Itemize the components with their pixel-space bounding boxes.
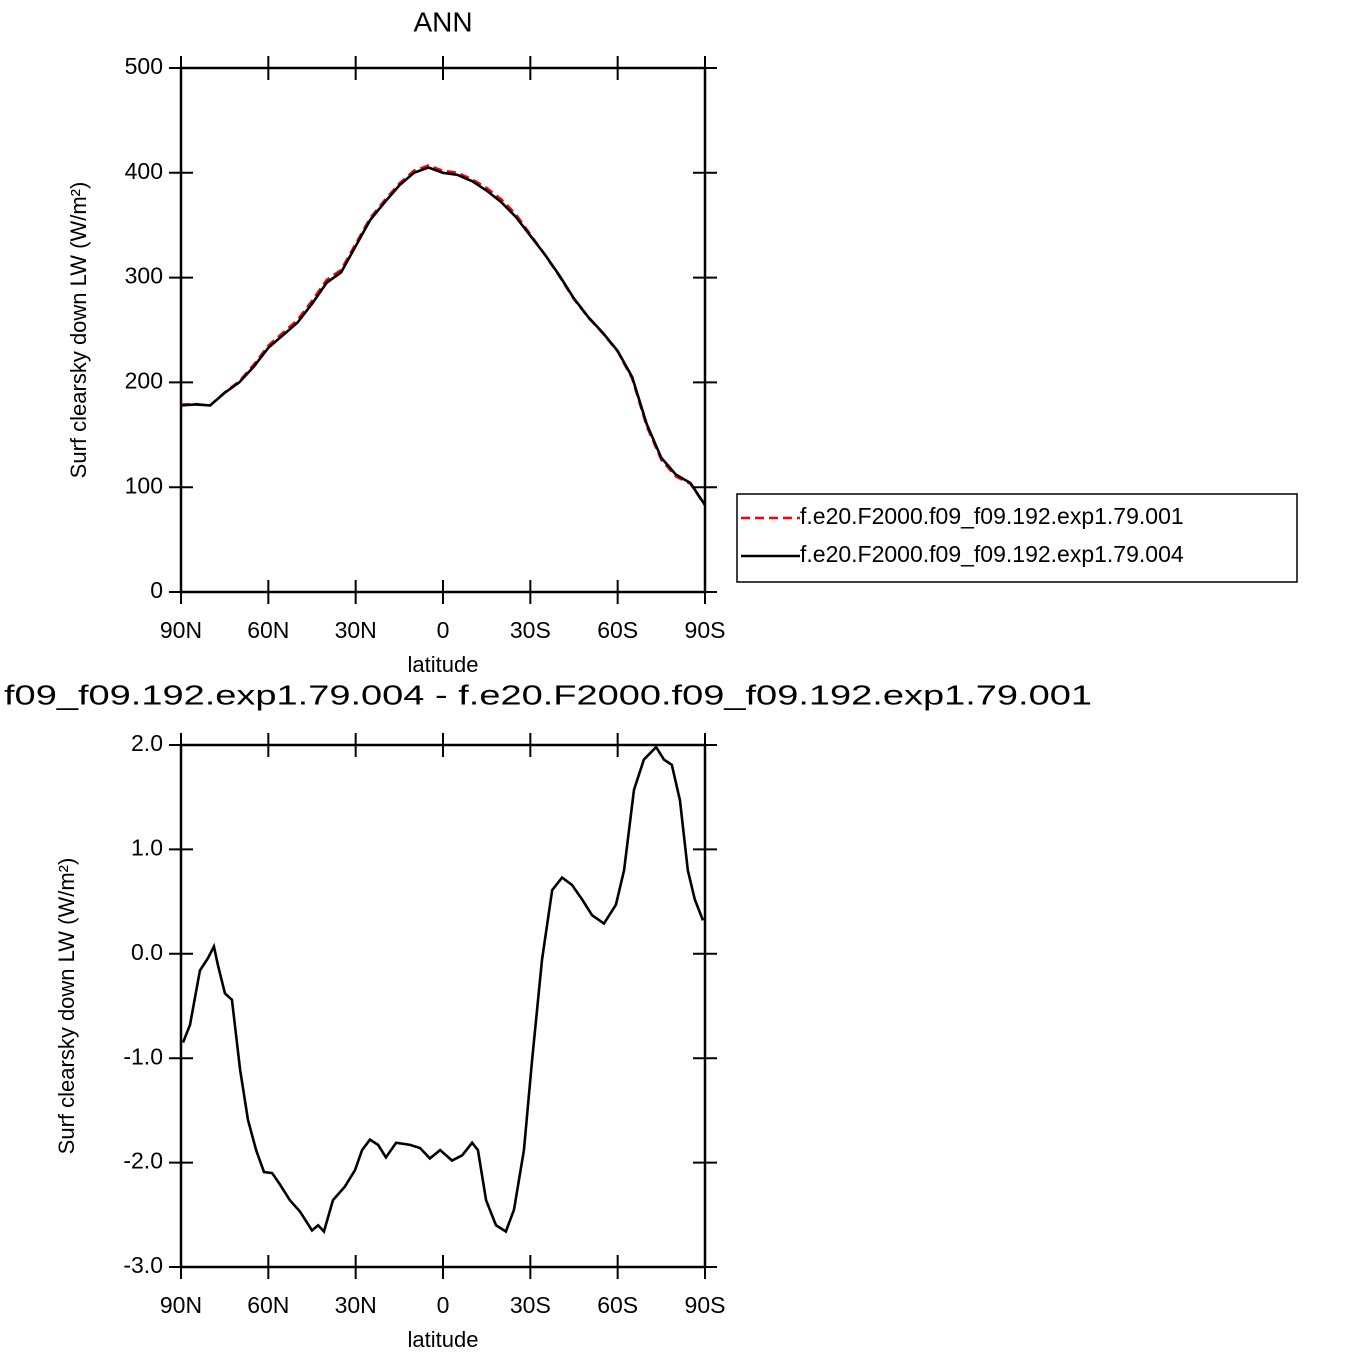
x-tick-label: 30S — [510, 1292, 551, 1318]
data-line — [180, 166, 707, 506]
y-tick-label: -3.0 — [123, 1252, 163, 1278]
y-tick-label: 0.0 — [131, 939, 163, 965]
legend-label: f.e20.F2000.f09_f09.192.exp1.79.001 — [800, 503, 1184, 529]
x-tick-label: 90N — [160, 1292, 202, 1318]
y-tick-label: 0 — [150, 577, 163, 603]
y-tick-label: -1.0 — [123, 1043, 163, 1069]
y-axis-label: Surf clearsky down LW (W/m²) — [66, 182, 91, 479]
legend-box — [736, 493, 1298, 583]
data-line — [180, 164, 707, 507]
chart-title: ANN — [413, 6, 472, 37]
data-line — [181, 744, 705, 1235]
y-tick-label: -2.0 — [123, 1148, 163, 1174]
x-tick-label: 30N — [335, 617, 377, 643]
y-tick-label: 500 — [125, 53, 163, 79]
x-tick-label: 30S — [510, 617, 551, 643]
x-axis-label: latitude — [408, 652, 479, 677]
y-axis-label: Surf clearsky down LW (W/m²) — [54, 858, 79, 1155]
x-tick-label: 90S — [685, 1292, 726, 1318]
y-tick-label: 300 — [125, 263, 163, 289]
x-tick-label: 0 — [437, 1292, 450, 1318]
x-axis-label: latitude — [408, 1327, 479, 1352]
y-tick-label: 1.0 — [131, 834, 163, 860]
x-tick-label: 30N — [335, 1292, 377, 1318]
x-tick-label: 90S — [685, 617, 726, 643]
x-tick-label: 90N — [160, 617, 202, 643]
y-tick-label: 100 — [125, 472, 163, 498]
y-tick-label: 400 — [125, 158, 163, 184]
legend-label: f.e20.F2000.f09_f09.192.exp1.79.004 — [800, 541, 1184, 567]
chart-title: f09_f09.192.exp1.79.004 - f.e20.F2000.f0… — [4, 679, 1092, 710]
plot-frame — [179, 743, 707, 1269]
x-tick-label: 60S — [597, 617, 638, 643]
y-tick-label: 200 — [125, 367, 163, 393]
plot-frame — [179, 66, 707, 594]
y-tick-label: 2.0 — [131, 730, 163, 756]
x-tick-label: 60S — [597, 1292, 638, 1318]
x-tick-label: 60N — [247, 617, 289, 643]
x-tick-label: 60N — [247, 1292, 289, 1318]
x-tick-label: 0 — [437, 617, 450, 643]
